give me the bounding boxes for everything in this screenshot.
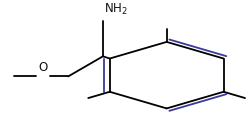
Text: O: O: [39, 61, 48, 74]
Text: NH$_2$: NH$_2$: [104, 2, 128, 17]
